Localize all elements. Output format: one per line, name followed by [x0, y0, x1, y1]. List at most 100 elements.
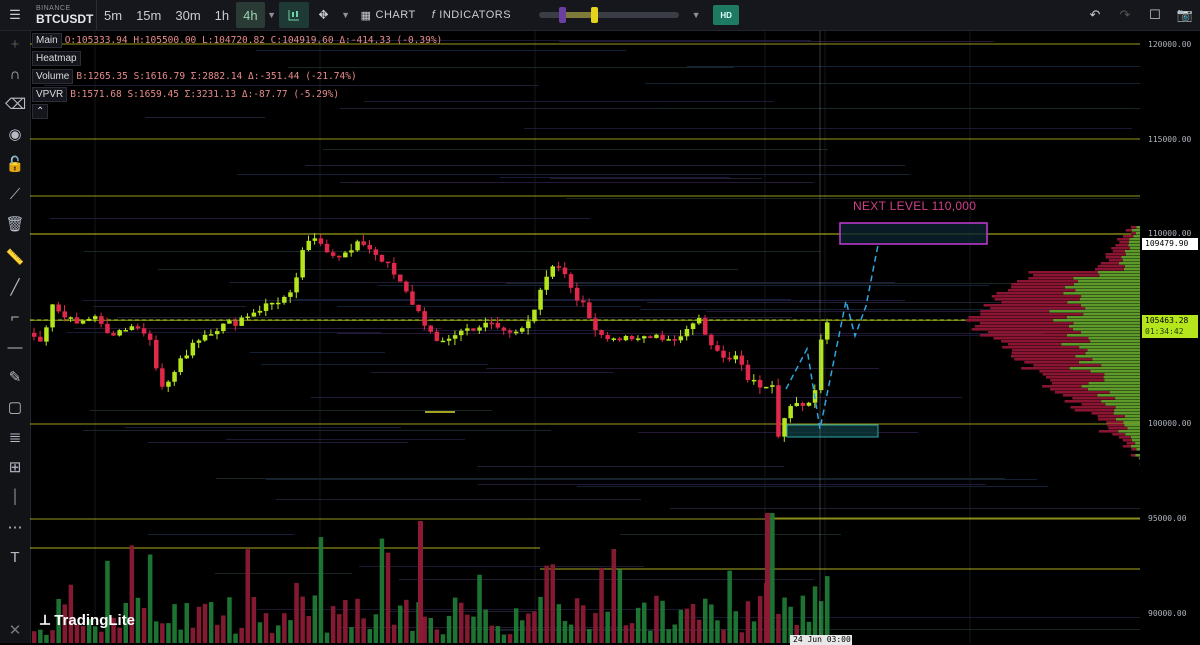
vpvr-buy-399: [1118, 430, 1140, 433]
volume-bar-81: [526, 614, 531, 643]
ruler-icon[interactable]: 📏: [5, 248, 25, 268]
volume-bar-115: [734, 611, 739, 643]
undo-icon[interactable]: ↶: [1080, 0, 1110, 30]
volume-bar-90: [581, 605, 586, 643]
layout-icon[interactable]: ⛖: [309, 0, 339, 30]
candle-body-14: [117, 330, 122, 335]
timeframe-30m[interactable]: 30m: [168, 0, 207, 30]
text-icon[interactable]: T: [5, 548, 25, 568]
vpvr-buy-300: [1081, 331, 1140, 334]
candle-body-110: [703, 318, 708, 335]
vpvr-sell-228: [1109, 259, 1123, 262]
volume-bar-50: [337, 614, 342, 643]
chart-button[interactable]: ▦ CHART: [353, 0, 424, 30]
menu-icon[interactable]: ☰: [0, 0, 30, 30]
candle-body-4: [56, 304, 61, 311]
magnet-icon[interactable]: ∩: [5, 65, 25, 85]
candle-body-46: [313, 238, 318, 241]
candle-body-91: [587, 302, 592, 318]
chevron-down-icon[interactable]: ▼: [265, 0, 279, 30]
candle-body-21: [160, 368, 165, 386]
candle-body-55: [368, 245, 373, 249]
legend-delta: Δ:-414.33 (-0.39%): [339, 35, 442, 46]
indicators-button[interactable]: f INDICATORS: [424, 0, 519, 30]
tick-115000: 115000.00: [1148, 135, 1191, 144]
heatmap-band-9: [323, 149, 828, 150]
volume-bar-100: [642, 603, 647, 643]
legend-vpvr-tag[interactable]: VPVR: [32, 87, 67, 102]
volume-bar-66: [435, 629, 440, 643]
volume-bar-32: [227, 597, 232, 643]
timeframe-4h[interactable]: 4h: [236, 2, 264, 28]
eraser-icon[interactable]: ⌫: [5, 95, 25, 115]
candle-body-73: [477, 327, 482, 330]
legend-main-tag[interactable]: Main: [32, 33, 62, 48]
price-chart[interactable]: [30, 31, 1140, 643]
node-icon[interactable]: ⟋: [5, 185, 25, 205]
fullscreen-icon[interactable]: ☐: [1140, 0, 1170, 30]
lock-icon[interactable]: 🔓: [5, 155, 25, 175]
trash-icon[interactable]: 🗑: [5, 215, 25, 235]
vpvr-buy-384: [1125, 415, 1140, 418]
vpvr-sell-249: [1017, 280, 1078, 283]
vpvr-sell-234: [1098, 265, 1125, 268]
vertical-line-icon[interactable]: ⏐: [5, 488, 25, 508]
timeframe-5m[interactable]: 5m: [97, 0, 129, 30]
candle-type-icon[interactable]: [279, 2, 309, 28]
heatmap-range-slider[interactable]: [539, 12, 679, 18]
camera-icon[interactable]: 📷: [1170, 0, 1200, 30]
pencil-icon[interactable]: ✎: [5, 368, 25, 388]
volume-bar-44: [300, 597, 305, 643]
cross-icon[interactable]: ✕: [5, 621, 25, 641]
candle-body-23: [172, 372, 177, 382]
volume-bar-38: [264, 613, 269, 643]
volume-bar-61: [404, 600, 409, 643]
vpvr-sell-312: [1008, 343, 1061, 346]
chevron-up-icon[interactable]: ⌃: [32, 104, 48, 119]
trendline-icon[interactable]: ╱: [5, 278, 25, 298]
candle-body-7: [75, 317, 80, 323]
redo-icon[interactable]: ↷: [1110, 0, 1140, 30]
chevron-down-icon-2[interactable]: ▼: [339, 0, 353, 30]
timeframe-1h[interactable]: 1h: [208, 0, 236, 30]
plus-icon[interactable]: +: [5, 35, 25, 55]
vpvr-buy-297: [1073, 328, 1140, 331]
volume-bar-62: [410, 631, 415, 643]
rectangle-icon[interactable]: ▢: [5, 398, 25, 418]
legend-volume-tag[interactable]: Volume: [32, 69, 73, 84]
symbol-selector[interactable]: BINANCE BTCUSDT: [30, 0, 97, 30]
candle-body-100: [642, 336, 647, 338]
slider-handle-high[interactable]: [591, 7, 598, 23]
eye-icon[interactable]: ◉: [5, 125, 25, 145]
measure-icon[interactable]: ⋯: [5, 518, 25, 538]
legend-heatmap-tag[interactable]: Heatmap: [32, 51, 81, 66]
volume-bar-35: [246, 549, 251, 643]
volume-bar-23: [172, 604, 177, 643]
volume-bar-54: [361, 618, 366, 643]
volume-bar-82: [532, 611, 537, 643]
hd-toggle[interactable]: HD: [713, 5, 739, 25]
horizontal-line-icon[interactable]: —: [5, 338, 25, 358]
volume-bar-75: [490, 626, 495, 643]
candle-body-92: [593, 318, 598, 330]
grid-icon[interactable]: ⊞: [5, 458, 25, 478]
vpvr-buy-204: [1133, 235, 1140, 238]
slider-handle-low[interactable]: [559, 7, 566, 23]
volume-bar-101: [648, 631, 653, 643]
timeframe-15m[interactable]: 15m: [129, 0, 168, 30]
vpvr-buy-252: [1074, 283, 1140, 286]
path-icon[interactable]: ⌐: [5, 308, 25, 328]
volume-bar-29: [209, 602, 214, 643]
vpvr-buy-366: [1115, 397, 1140, 400]
vpvr-sell-264: [992, 295, 1081, 298]
vpvr-sell-285: [968, 316, 1066, 319]
fib-icon[interactable]: ≣: [5, 428, 25, 448]
vpvr-sell-321: [1012, 352, 1086, 355]
vpvr-sell-324: [1011, 355, 1075, 358]
chevron-down-icon-3[interactable]: ▼: [689, 0, 703, 30]
candle-body-8: [81, 321, 86, 324]
candle-body-112: [715, 345, 720, 350]
candle-body-35: [246, 317, 251, 319]
